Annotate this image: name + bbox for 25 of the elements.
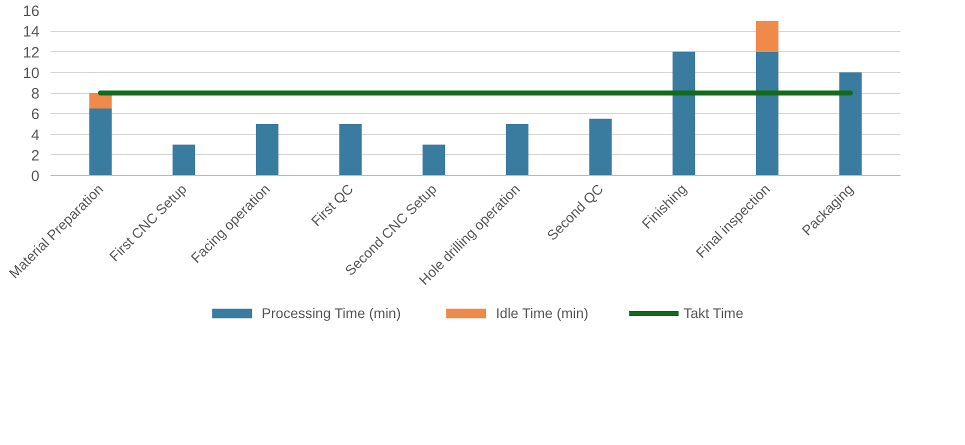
y-tick-label: 0 [31, 168, 40, 185]
bar [256, 124, 278, 176]
y-tick-label: 8 [31, 86, 40, 102]
y-tick-label: 16 [22, 3, 40, 20]
y-tick-label: 10 [22, 64, 40, 82]
y-tick-label: 4 [31, 126, 40, 144]
bar [672, 52, 696, 176]
bar [89, 108, 112, 176]
bar [589, 118, 612, 176]
bar [756, 20, 778, 52]
legend-label: Idle Time (min) [496, 305, 588, 321]
x-tick-label: First QC [308, 180, 356, 229]
bar [89, 93, 112, 108]
bar [756, 52, 778, 176]
legend-label: Processing Time (min) [262, 305, 401, 321]
y-tick-label: 12 [22, 44, 40, 62]
legend-label: Takt Time [683, 305, 744, 321]
y-tick-label: 6 [31, 106, 40, 124]
bar [839, 72, 862, 176]
bar [339, 124, 362, 176]
bar [172, 144, 196, 176]
bar [506, 124, 528, 176]
y-tick-label: 2 [31, 147, 40, 164]
y-tick-label: 14 [22, 24, 40, 41]
bar [422, 144, 446, 176]
